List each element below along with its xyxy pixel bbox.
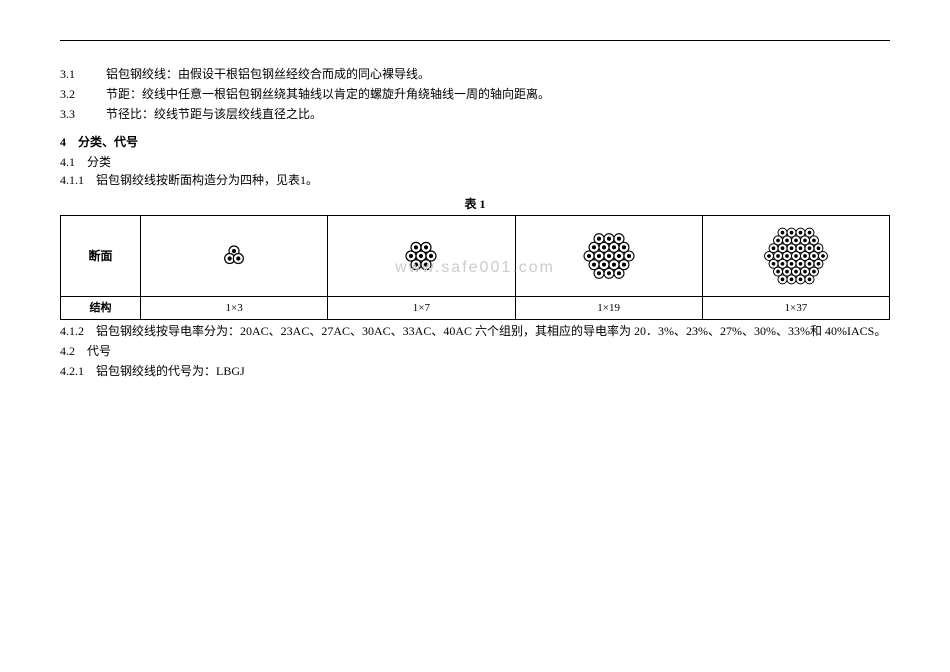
row-label-structure: 结构 <box>61 297 141 320</box>
section-4-1-1: 4.1.1 铝包钢绞线按断面构造分为四种，见表1。 <box>60 171 890 189</box>
section-4-1-2: 4.1.2 铝包钢绞线按导电率分为：20AC、23AC、27AC、30AC、33… <box>60 322 890 340</box>
table-row: 结构 1×3 1×7 1×19 1×37 <box>61 297 890 320</box>
cell-cross-section-1x3 <box>141 216 328 297</box>
section4-heading: 4 分类、代号 <box>60 133 890 151</box>
def-text: 节距：绞线中任意一根铝包钢丝绕其轴线以肯定的螺旋升角绕轴线一周的轴向距离。 <box>106 87 550 101</box>
def-num: 3.2 <box>60 85 88 103</box>
cross-section-icon <box>214 236 254 276</box>
section-4-1: 4.1 分类 <box>60 153 890 171</box>
cross-section-icon <box>577 224 641 288</box>
def-line: 3.2 节距：绞线中任意一根铝包钢丝绕其轴线以肯定的螺旋升角绕轴线一周的轴向距离… <box>60 85 890 103</box>
cell-structure: 1×37 <box>702 297 889 320</box>
cell-structure: 1×19 <box>515 297 702 320</box>
def-line: 3.3 节径比：绞线节距与该层绞线直径之比。 <box>60 105 890 123</box>
cell-structure: 1×3 <box>141 297 328 320</box>
cell-cross-section-1x37 <box>702 216 889 297</box>
after-table-block: 4.1.2 铝包钢绞线按导电率分为：20AC、23AC、27AC、30AC、33… <box>60 322 890 380</box>
cell-cross-section-1x7 <box>328 216 515 297</box>
definitions-block: 3.1 铝包钢绞线：由假设干根铝包钢丝经绞合而成的同心裸导线。 3.2 节距：绞… <box>60 65 890 123</box>
cross-section-icon <box>396 231 446 281</box>
def-text: 节径比：绞线节距与该层绞线直径之比。 <box>106 107 322 121</box>
table-1-title: 表 1 <box>60 195 890 213</box>
top-rule <box>60 40 890 41</box>
cell-cross-section-1x19 <box>515 216 702 297</box>
def-line: 3.1 铝包钢绞线：由假设干根铝包钢丝经绞合而成的同心裸导线。 <box>60 65 890 83</box>
section-4-2: 4.2 代号 <box>60 342 890 360</box>
row-label-section: 断面 <box>61 216 141 297</box>
table-row: 断面 <box>61 216 890 297</box>
section-4-2-1: 4.2.1 铝包钢绞线的代号为：LBGJ <box>60 362 890 380</box>
cross-section-icon <box>757 217 835 295</box>
cell-structure: 1×7 <box>328 297 515 320</box>
table-1-wrapper: 断面 <box>60 215 890 320</box>
def-num: 3.3 <box>60 105 88 123</box>
table-1: 断面 <box>60 215 890 320</box>
def-text: 铝包钢绞线：由假设干根铝包钢丝经绞合而成的同心裸导线。 <box>106 67 430 81</box>
def-num: 3.1 <box>60 65 88 83</box>
